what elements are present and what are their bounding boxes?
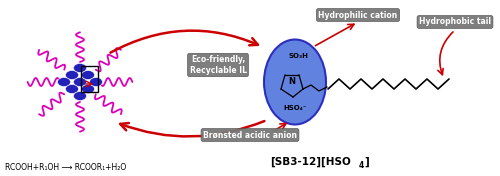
Ellipse shape — [66, 84, 78, 93]
Ellipse shape — [74, 92, 86, 100]
Text: 4: 4 — [359, 161, 364, 169]
FancyArrowPatch shape — [274, 123, 286, 131]
Text: ]: ] — [364, 157, 369, 167]
Text: [SB3-12][HSO: [SB3-12][HSO — [270, 157, 351, 167]
Ellipse shape — [74, 77, 86, 86]
Text: Eco-friendly,
Recyclable IL: Eco-friendly, Recyclable IL — [190, 55, 246, 75]
Text: Hydrophilic cation: Hydrophilic cation — [318, 11, 398, 20]
Text: HSO₄⁻: HSO₄⁻ — [283, 105, 307, 111]
Bar — [81, 66, 98, 92]
Ellipse shape — [90, 77, 102, 86]
Ellipse shape — [82, 71, 94, 80]
FancyArrowPatch shape — [120, 121, 264, 136]
Text: Brønsted acidic anion: Brønsted acidic anion — [203, 130, 297, 140]
FancyArrowPatch shape — [110, 31, 258, 53]
FancyArrowPatch shape — [438, 32, 453, 75]
Ellipse shape — [58, 77, 70, 86]
Ellipse shape — [82, 84, 94, 93]
Text: SO₃H: SO₃H — [288, 53, 308, 59]
Text: RCOOH+R₁OH ⟶ RCOOR₁+H₂O: RCOOH+R₁OH ⟶ RCOOR₁+H₂O — [5, 164, 126, 172]
Ellipse shape — [264, 39, 326, 124]
Ellipse shape — [74, 64, 86, 73]
Text: N: N — [288, 77, 296, 86]
Ellipse shape — [66, 71, 78, 80]
Text: Hydrophobic tail: Hydrophobic tail — [419, 17, 491, 27]
FancyArrowPatch shape — [316, 24, 354, 46]
